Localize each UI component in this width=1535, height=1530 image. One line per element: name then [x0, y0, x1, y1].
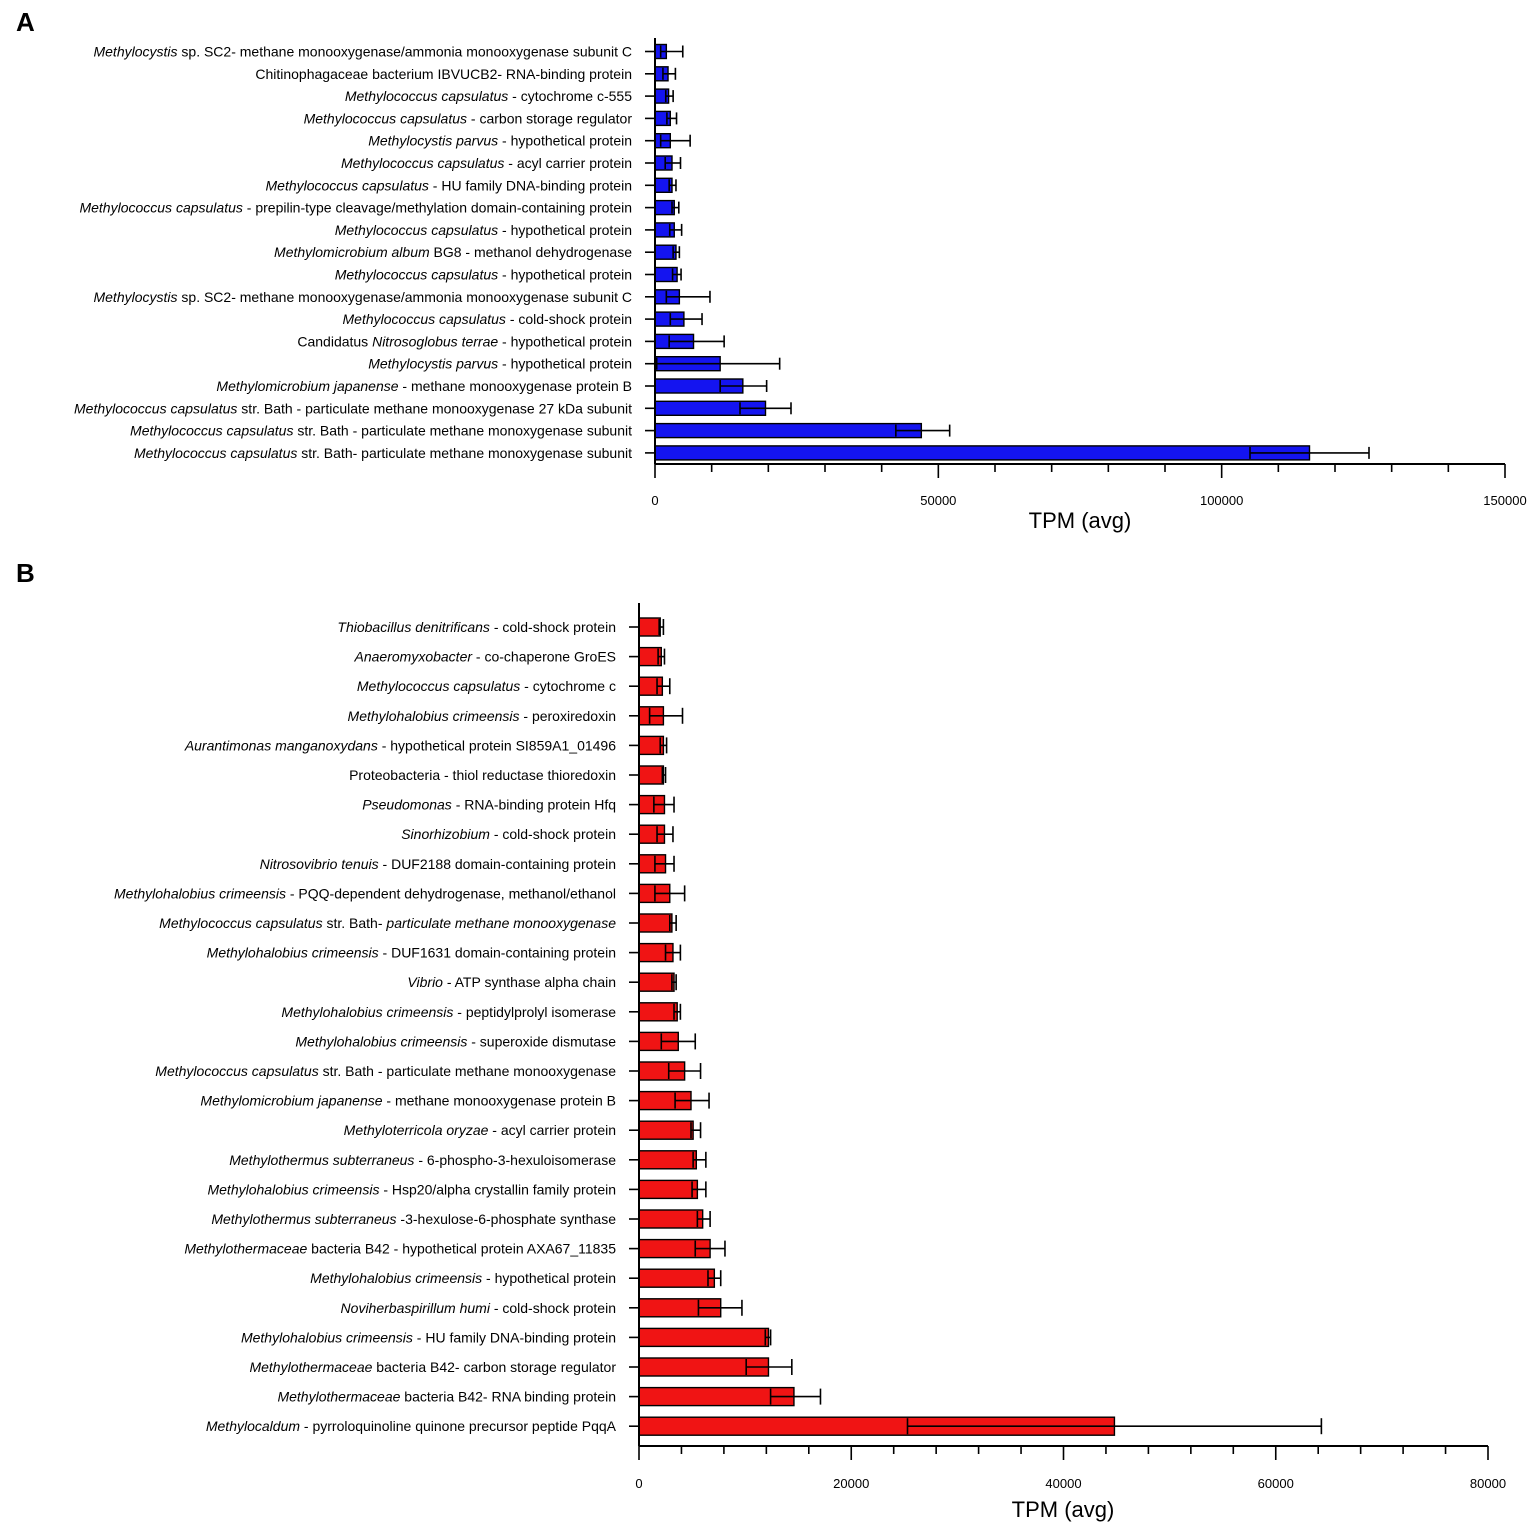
- category-label: Methylocystis sp. SC2- methane monooxyge…: [93, 289, 632, 305]
- panel-a-label: A: [16, 7, 35, 37]
- category-label: Pseudomonas - RNA-binding protein Hfq: [362, 797, 616, 813]
- category-label: Methylothermaceae bacteria B42 - hypothe…: [184, 1241, 616, 1257]
- category-label: Methylococcus capsulatus - carbon storag…: [304, 110, 633, 126]
- bar: [638, 765, 665, 785]
- category-label: Methylohalobius crimeensis - Hsp20/alpha…: [207, 1181, 616, 1197]
- category-label: Methylococcus capsulatus - hypothetical …: [335, 222, 632, 238]
- bar: [654, 422, 923, 439]
- panel-b-x-axis-title: TPM (avg): [1012, 1497, 1115, 1522]
- category-label: Candidatus Nitrosoglobus terrae - hypoth…: [297, 333, 632, 349]
- category-label: Methylococcus capsulatus - prepilin-type…: [79, 200, 632, 216]
- x-tick-label: 40000: [1045, 1476, 1081, 1491]
- category-label: Methylohalobius crimeensis - peptidylpro…: [281, 1004, 616, 1020]
- category-label: Methylomicrobium japanense - methane mon…: [200, 1093, 616, 1109]
- category-label: Nitrosovibrio tenuis - DUF2188 domain-co…: [260, 856, 616, 872]
- x-tick-label: 0: [651, 493, 658, 508]
- category-label: Methyloterricola oryzae - acyl carrier p…: [344, 1122, 616, 1138]
- bar: [638, 1268, 716, 1288]
- category-label: Methylococcus capsulatus - cytochrome c: [357, 678, 616, 694]
- panel-a-category-labels: Methylocystis sp. SC2- methane monooxyge…: [74, 44, 632, 461]
- panel-b-axes: 0 20000 40000 60000 80000: [629, 603, 1506, 1491]
- panel-b: B Thiobacillus denitrificans - cold-shoc…: [16, 558, 1506, 1522]
- bar: [654, 445, 1311, 461]
- category-label: Thiobacillus denitrificans - cold-shock …: [337, 619, 616, 635]
- category-label: Methylococcus capsulatus - hypothetical …: [335, 267, 632, 283]
- x-tick-label: 0: [635, 1476, 642, 1491]
- bar: [638, 617, 661, 637]
- category-label: Methylothermaceae bacteria B42- RNA bind…: [277, 1389, 616, 1405]
- x-tick-label: 20000: [833, 1476, 869, 1491]
- category-label: Methylothermaceae bacteria B42- carbon s…: [249, 1359, 616, 1375]
- category-label: Methylocystis sp. SC2- methane monooxyge…: [93, 44, 632, 60]
- panel-b-category-labels: Thiobacillus denitrificans - cold-shock …: [114, 619, 617, 1434]
- category-label: Methylothermus subterraneus - 6-phospho-…: [229, 1152, 616, 1168]
- category-label: Aurantimonas manganoxydans - hypothetica…: [184, 737, 616, 753]
- bar: [638, 1002, 678, 1022]
- x-tick-label: 150000: [1483, 493, 1526, 508]
- category-label: Sinorhizobium - cold-shock protein: [401, 826, 616, 842]
- category-label: Methylocaldum - pyrroloquinoline quinone…: [206, 1418, 617, 1434]
- panel-b-bars: [638, 617, 1116, 1436]
- category-label: Proteobacteria - thiol reductase thiored…: [349, 767, 616, 783]
- category-label: Methylohalobius crimeensis - peroxiredox…: [348, 708, 616, 724]
- x-tick-label: 80000: [1470, 1476, 1506, 1491]
- category-label: Methylococcus capsulatus str. Bath - par…: [74, 400, 632, 416]
- bar: [638, 1209, 704, 1229]
- category-label: Methylothermus subterraneus -3-hexulose-…: [211, 1211, 616, 1227]
- category-label: Methylocystis parvus - hypothetical prot…: [368, 133, 632, 149]
- bar: [638, 1179, 699, 1200]
- category-label: Methylohalobius crimeensis - hypothetica…: [310, 1270, 616, 1286]
- panel-a-error-bars: [655, 45, 1370, 459]
- category-label: Methylohalobius crimeensis - PQQ-depende…: [114, 885, 616, 901]
- category-label: Chitinophagaceae bacterium IBVUCB2- RNA-…: [255, 66, 632, 82]
- category-label: Methylococcus capsulatus - cold-shock pr…: [343, 311, 632, 327]
- category-label: Methylococcus capsulatus str. Bath- part…: [134, 445, 632, 461]
- panel-b-label: B: [16, 558, 35, 588]
- category-label: Methylococcus capsulatus - acyl carrier …: [341, 155, 632, 171]
- category-label: Methylohalobius crimeensis - superoxide …: [295, 1033, 616, 1049]
- panel-a-axes: 0 50000 100000 150000: [645, 38, 1527, 508]
- category-label: Anaeromyxobacter - co-chaperone GroES: [354, 649, 616, 665]
- bar: [638, 1120, 694, 1140]
- x-tick-label: 50000: [920, 493, 956, 508]
- category-label: Methylococcus capsulatus - cytochrome c-…: [345, 88, 632, 104]
- category-label: Methylocystis parvus - hypothetical prot…: [368, 356, 632, 372]
- category-label: Methylohalobius crimeensis - DUF1631 dom…: [207, 945, 616, 961]
- category-label: Methylococcus capsulatus - HU family DNA…: [266, 177, 633, 193]
- bar: [638, 913, 673, 933]
- category-label: Methylomicrobium japanense - methane mon…: [216, 378, 632, 394]
- panel-b-error-bars: [648, 619, 1323, 1435]
- bar: [638, 1150, 698, 1170]
- panel-a-x-axis-title: TPM (avg): [1029, 508, 1132, 533]
- bar: [638, 1327, 770, 1348]
- panel-a: A Methylocystis sp. SC2- methane monooxy…: [16, 7, 1527, 533]
- category-label: Methylohalobius crimeensis - HU family D…: [241, 1329, 616, 1345]
- x-tick-label: 60000: [1258, 1476, 1294, 1491]
- category-label: Methylococcus capsulatus str. Bath- part…: [159, 915, 616, 931]
- category-label: Noviherbaspirillum humi - cold-shock pro…: [341, 1300, 616, 1316]
- category-label: Vibrio - ATP synthase alpha chain: [407, 974, 616, 990]
- bar: [638, 972, 675, 992]
- panel-a-bars: [654, 43, 1311, 461]
- category-label: Methylococcus capsulatus str. Bath - par…: [130, 423, 632, 439]
- category-label: Methylomicrobium album BG8 - methanol de…: [274, 244, 632, 260]
- category-label: Methylococcus capsulatus str. Bath - par…: [155, 1063, 616, 1079]
- x-tick-label: 100000: [1200, 493, 1243, 508]
